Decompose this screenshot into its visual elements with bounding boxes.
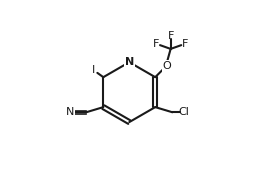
Text: N: N [125,57,134,67]
Text: F: F [167,31,174,41]
Text: F: F [153,39,159,49]
Text: O: O [163,61,172,71]
Text: I: I [92,65,96,75]
Text: Cl: Cl [178,107,189,117]
Text: N: N [66,107,74,117]
Text: F: F [182,39,188,49]
